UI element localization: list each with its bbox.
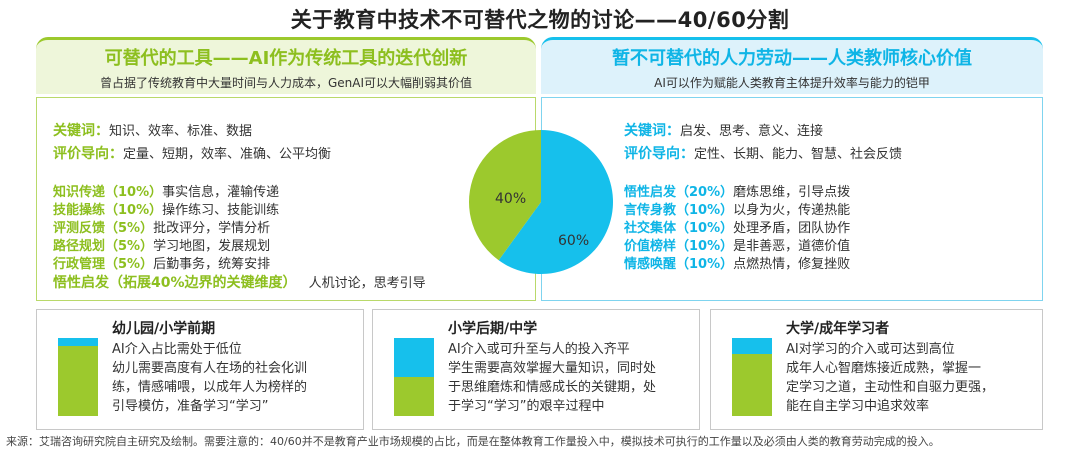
pie-slice-40 — [469, 130, 541, 261]
right-eval-label: 评价导向： — [624, 146, 694, 162]
left-header-subtitle: 曾占据了传统教育中大量时间与人力成本，GenAI可以大幅削弱其价值 — [99, 76, 473, 90]
stage-box-adult: 大学/成年学习者 AI对学习的介入或可达到高位 成年人心智磨炼接近成熟，掌握一 … — [710, 309, 1043, 430]
right-item: 价值榜样（10%）是非善恶，道德价值 — [624, 235, 850, 254]
stage-text: AI介入或可升至与人的投入齐平 学生需要高效掌握大量知识，同时处 于思维磨炼和情… — [448, 340, 694, 416]
stage-bar-ai — [732, 338, 772, 354]
right-item: 悟性启发（20%）磨炼思维，引导点拨 — [624, 181, 850, 200]
right-header: 暂不可替代的人力劳动——人类教师核心价值 AI可以作为赋能人类教育主体提升效率与… — [541, 37, 1043, 94]
left-item-text: 批改评分，学情分析 — [153, 221, 271, 236]
left-last-label: 悟性启发（拓展40%边界的关键维度） — [53, 275, 297, 291]
left-keywords: 知识、效率、标准、数据 — [109, 124, 253, 139]
stage-line: 幼儿需要高度有人在场的社会化训 — [112, 361, 308, 376]
left-item-label: 行政管理（5%） — [53, 257, 154, 272]
right-item: 情感唤醒（10%）点燃热情，修复挫败 — [624, 253, 850, 272]
left-eval-row: 评价导向：定量、短期，效率、准确、公平均衡 — [53, 143, 331, 163]
right-keywords-row: 关键词：启发、思考、意义、连接 — [624, 120, 823, 140]
left-item: 知识传递（10%）事实信息，灌输传递 — [53, 181, 279, 200]
right-item-label: 价值榜样（10%） — [624, 239, 734, 254]
stage-box-primary-early: 幼儿园/小学前期 AI介入占比需处于低位 幼儿需要高度有人在场的社会化训 练，情… — [36, 309, 364, 430]
right-item-label: 言传身教（10%） — [624, 203, 734, 218]
stage-line: 能在自主学习中追求效率 — [786, 399, 930, 414]
left-last-item: 悟性启发（拓展40%边界的关键维度） 人机讨论，思考引导 — [53, 272, 426, 292]
pie-slice-60 — [498, 130, 613, 274]
left-eval-label: 评价导向： — [53, 146, 123, 162]
right-item-label: 情感唤醒（10%） — [624, 257, 734, 272]
left-item: 行政管理（5%）后勤事务，统筹安排 — [53, 253, 270, 272]
left-item-text: 后勤事务，统筹安排 — [153, 257, 271, 272]
left-item-label: 技能操练（10%） — [53, 203, 163, 218]
right-keywords-label: 关键词： — [624, 123, 680, 139]
stage-line: 于学习“学习”的艰辛过程中 — [448, 399, 605, 414]
pie-label-40: 40% — [495, 191, 526, 207]
left-keywords-label: 关键词： — [53, 123, 109, 139]
right-item: 社交集体（10%）处理矛盾，团队协作 — [624, 217, 850, 236]
split-pie-chart: 40% 60% — [469, 130, 613, 274]
stage-bar-ai — [58, 338, 98, 346]
left-header-title: 可替代的工具——AI作为传统工具的迭代创新 — [104, 48, 468, 69]
left-header: 可替代的工具——AI作为传统工具的迭代创新 曾占据了传统教育中大量时间与人力成本… — [36, 37, 536, 94]
right-item-text: 磨炼思维，引导点拨 — [733, 185, 851, 200]
right-keywords: 启发、思考、意义、连接 — [680, 124, 824, 139]
stage-line: AI介入或可升至与人的投入齐平 — [448, 342, 630, 357]
stage-title: 大学/成年学习者 — [786, 321, 890, 337]
stage-line: AI介入占比需处于低位 — [112, 342, 242, 357]
stage-bar-ai — [394, 338, 434, 377]
right-item: 言传身教（10%）以身为火，传递热能 — [624, 199, 850, 218]
stage-line: 引导模仿，准备学习“学习” — [112, 399, 269, 414]
pie-label-60: 60% — [558, 233, 589, 249]
stage-line: 学生需要高效掌握大量知识，同时处 — [448, 361, 657, 376]
stage-box-secondary: 小学后期/中学 AI介入或可升至与人的投入齐平 学生需要高效掌握大量知识，同时处… — [372, 309, 700, 430]
stage-line: 于思维磨炼和情感成长的关键期，处 — [448, 380, 657, 395]
left-item-label: 评测反馈（5%） — [53, 221, 154, 236]
left-last-text: 人机讨论，思考引导 — [308, 276, 426, 291]
left-item: 评测反馈（5%）批改评分，学情分析 — [53, 217, 270, 236]
stage-bar-human — [732, 354, 772, 416]
left-item: 技能操练（10%）操作练习、技能训练 — [53, 199, 279, 218]
right-item-text: 以身为火，传递热能 — [733, 203, 851, 218]
right-header-subtitle: AI可以作为赋能人类教育主体提升效率与能力的铠甲 — [654, 76, 930, 90]
stage-title: 小学后期/中学 — [448, 321, 538, 337]
stage-text: AI对学习的介入或可达到高位 成年人心智磨炼接近成熟，掌握一 定学习之道，主动性… — [786, 340, 1032, 416]
stage-text: AI介入占比需处于低位 幼儿需要高度有人在场的社会化训 练，情感哺喂，以成年人为… — [112, 340, 358, 416]
stage-bar-human — [394, 377, 434, 416]
left-box: 关键词：知识、效率、标准、数据 评价导向：定量、短期，效率、准确、公平均衡 知识… — [36, 97, 536, 301]
left-eval: 定量、短期，效率、准确、公平均衡 — [123, 147, 332, 162]
right-eval-row: 评价导向：定性、长期、能力、智慧、社会反馈 — [624, 143, 902, 163]
left-item-text: 学习地图，发展规划 — [153, 239, 271, 254]
right-item-text: 是非善恶，道德价值 — [733, 239, 851, 254]
left-keywords-row: 关键词：知识、效率、标准、数据 — [53, 120, 252, 140]
right-item-label: 悟性启发（20%） — [624, 185, 734, 200]
left-item-label: 知识传递（10%） — [53, 185, 163, 200]
stage-line: 成年人心智磨炼接近成熟，掌握一 — [786, 361, 982, 376]
right-header-title: 暂不可替代的人力劳动——人类教师核心价值 — [612, 48, 972, 69]
stage-bar-human — [58, 346, 98, 416]
right-eval: 定性、长期、能力、智慧、社会反馈 — [694, 147, 903, 162]
stage-line: 定学习之道，主动性和自驱力更强， — [786, 380, 995, 395]
left-item-text: 操作练习、技能训练 — [162, 203, 280, 218]
right-item-text: 点燃热情，修复挫败 — [733, 257, 851, 272]
right-item-text: 处理矛盾，团队协作 — [733, 221, 851, 236]
stage-bar — [732, 338, 772, 416]
stage-bar — [58, 338, 98, 416]
source-note: 来源：艾瑞咨询研究院自主研究及绘制。需要注意的：40/60并不是教育产业市场规模… — [6, 435, 940, 448]
stage-title: 幼儿园/小学前期 — [112, 321, 216, 337]
page-title: 关于教育中技术不可替代之物的讨论——40/60分割 — [290, 8, 790, 32]
stage-line: AI对学习的介入或可达到高位 — [786, 342, 955, 357]
stage-bar — [394, 338, 434, 416]
left-item: 路径规划（5%）学习地图，发展规划 — [53, 235, 270, 254]
right-item-label: 社交集体（10%） — [624, 221, 734, 236]
stage-line: 练，情感哺喂，以成年人为榜样的 — [112, 380, 308, 395]
right-box: 关键词：启发、思考、意义、连接 评价导向：定性、长期、能力、智慧、社会反馈 悟性… — [541, 97, 1043, 301]
left-item-label: 路径规划（5%） — [53, 239, 154, 254]
left-item-text: 事实信息，灌输传递 — [162, 185, 280, 200]
